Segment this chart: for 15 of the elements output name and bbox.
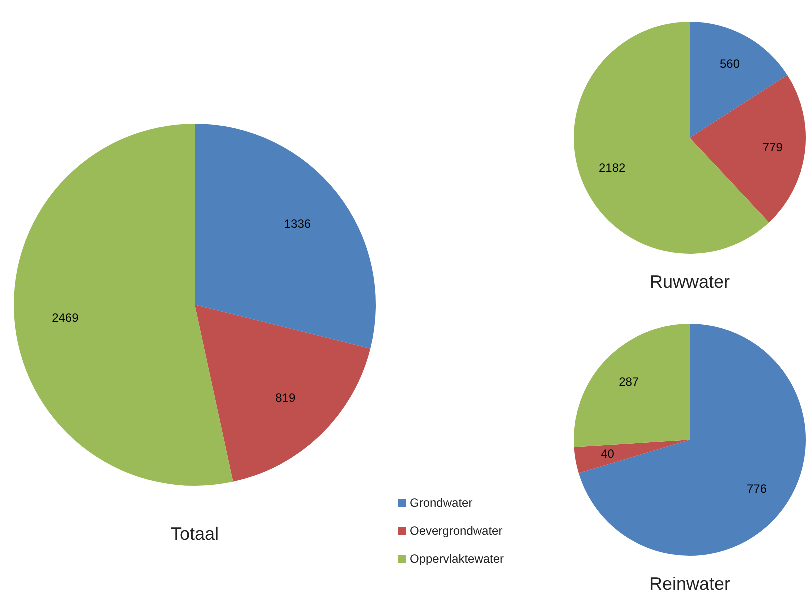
text: Totaal [170,524,220,545]
text: Ruwwater [648,272,732,293]
text: Reinwater [648,574,732,595]
data-label: 776 [747,482,768,496]
data-label: 779 [762,140,784,155]
legend-label: Oppervlaktewater [410,552,504,566]
data-label: 819 [276,390,296,405]
legend-label: Oevergrondwater [410,524,503,538]
data-label: 2469 [52,311,80,326]
data-label: 287 [619,375,640,390]
data-label: 40 [601,447,615,462]
data-label: 560 [720,57,740,72]
data-label: 1336 [284,217,312,232]
data-label: 2182 [598,160,626,175]
legend-label: Grondwater [410,496,473,510]
